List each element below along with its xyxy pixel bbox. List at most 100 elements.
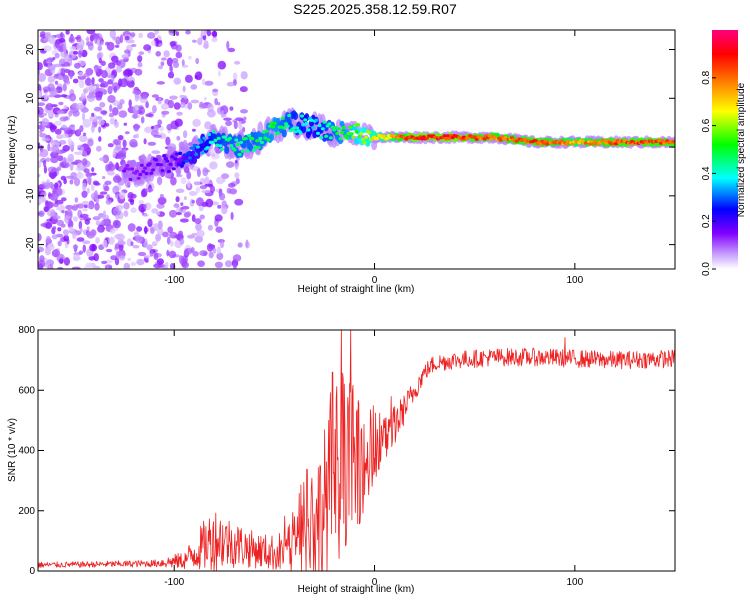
heatmap-speckle (49, 125, 58, 130)
colorbar-tick-label: 0.0 (701, 262, 712, 276)
heatmap-ridge-cell (284, 122, 288, 126)
heatmap-speckle (128, 69, 133, 76)
heatmap-speckle (95, 83, 100, 92)
heatmap-ridge-cell (364, 135, 369, 139)
spectrogram-frame (37, 29, 676, 270)
heatmap-speckle (72, 50, 79, 55)
heatmap-ridge-cell (320, 127, 325, 131)
heatmap-ridge-cell (213, 138, 218, 142)
heatmap-ridge-cell (442, 134, 447, 138)
heatmap-speckle (155, 38, 159, 47)
heatmap-speckle (65, 80, 71, 85)
heatmap-speckle (113, 139, 122, 146)
heatmap-speckle (47, 75, 56, 83)
heatmap-speckle (41, 182, 51, 186)
heatmap-speckle (78, 71, 84, 77)
heatmap-speckle (76, 203, 85, 209)
heatmap-speckle (92, 216, 101, 221)
heatmap-speckle (109, 117, 116, 125)
heatmap-speckle (54, 128, 62, 135)
heatmap-speckle (78, 220, 83, 230)
heatmap-speckle (229, 106, 234, 111)
heatmap-speckle (118, 255, 126, 261)
heatmap-ridge-cell (356, 123, 361, 127)
heatmap-ridge-cell (445, 134, 450, 138)
heatmap-speckle (45, 221, 53, 230)
x-tick-label: 0 (372, 275, 378, 286)
heatmap-ridge-cell (138, 172, 143, 177)
heatmap-ridge-cell (359, 132, 364, 136)
heatmap-speckle (109, 229, 116, 234)
heatmap-ridge-cell (143, 166, 147, 170)
heatmap-speckle (191, 200, 195, 204)
heatmap-ridge-cell (324, 134, 329, 138)
heatmap-speckle (74, 197, 79, 203)
heatmap-speckle (57, 75, 63, 80)
heatmap-speckle (108, 62, 116, 69)
heatmap-speckle (91, 167, 95, 173)
heatmap-speckle (169, 65, 173, 72)
heatmap-speckle (169, 231, 178, 239)
heatmap-ridge-cell (135, 169, 139, 173)
heatmap-speckle (78, 150, 83, 156)
heatmap-speckle (195, 197, 204, 207)
heatmap-ridge-cell (160, 169, 165, 173)
heatmap-ridge-cell (239, 140, 244, 144)
heatmap-speckle (194, 71, 203, 81)
heatmap-ridge-cell (245, 149, 250, 153)
heatmap-speckle (112, 175, 122, 183)
heatmap-speckle (113, 85, 118, 93)
heatmap-speckle (145, 187, 154, 193)
heatmap-speckle (240, 71, 248, 80)
snr-series-line (38, 330, 675, 571)
heatmap-speckle (97, 45, 103, 52)
heatmap-speckle (150, 40, 157, 46)
heatmap-speckle (83, 168, 90, 174)
heatmap-speckle (69, 71, 73, 80)
heatmap-ridge-cell (269, 133, 275, 142)
heatmap-ridge-cell (132, 174, 138, 182)
heatmap-speckle (134, 94, 139, 102)
heatmap-speckle (115, 251, 119, 259)
heatmap-speckle (63, 156, 67, 166)
heatmap-speckle (100, 110, 108, 115)
heatmap-speckle (63, 69, 71, 73)
heatmap-ridge-cell (564, 142, 569, 146)
heatmap-ridge-cell (268, 124, 272, 128)
heatmap-speckle (60, 68, 66, 77)
heatmap-ridge-cell (261, 130, 266, 134)
heatmap-speckle (144, 126, 153, 134)
heatmap-speckle (214, 214, 223, 222)
heatmap-speckle (117, 135, 124, 141)
heatmap-speckle (210, 185, 215, 193)
heatmap-speckle (49, 146, 54, 152)
colorbar-tick-label: 0.2 (701, 214, 712, 228)
heatmap-speckle (43, 59, 47, 67)
heatmap-speckle (167, 226, 174, 234)
heatmap-speckle (51, 234, 58, 240)
y-tick-label: 20 (25, 44, 36, 56)
heatmap-speckle (191, 214, 196, 223)
heatmap-speckle (187, 179, 191, 188)
heatmap-ridge-cell (191, 146, 195, 151)
heatmap-ridge-cell (474, 137, 479, 141)
snr-x-ticks: -100 0 100 (164, 330, 584, 588)
spectrogram-x-label: Height of straight line (km) (298, 284, 415, 295)
heatmap-speckle (54, 182, 59, 189)
heatmap-speckle (201, 189, 211, 194)
heatmap-speckle (195, 57, 200, 65)
heatmap-ridge-cell (175, 152, 179, 156)
heatmap-speckle (55, 233, 64, 238)
heatmap-speckle (154, 30, 159, 35)
heatmap-ridge-cell (538, 142, 543, 146)
heatmap-speckle (197, 260, 206, 268)
heatmap-speckle (81, 200, 90, 206)
heatmap-ridge-cell (335, 119, 342, 130)
heatmap-speckle (82, 182, 87, 191)
heatmap-speckle (63, 257, 70, 266)
heatmap-speckle (173, 77, 182, 85)
heatmap-speckle (135, 234, 143, 244)
heatmap-speckle (196, 229, 205, 238)
heatmap-ridge-cell (306, 128, 311, 132)
